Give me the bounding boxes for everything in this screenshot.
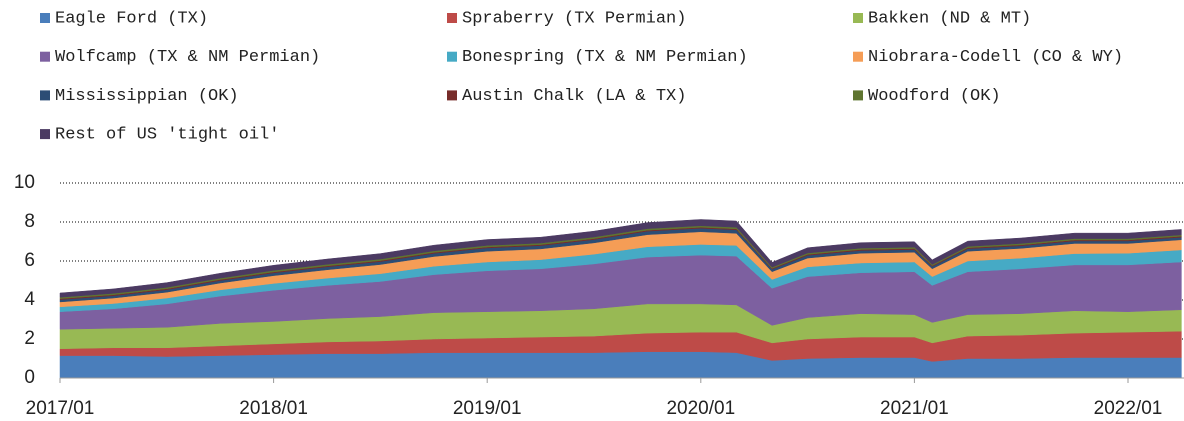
legend-swatch — [447, 13, 457, 23]
legend-swatch — [40, 129, 50, 140]
legend-swatch — [853, 13, 863, 23]
legend-label: Eagle Ford (TX) — [55, 9, 208, 28]
legend-swatch — [40, 90, 50, 101]
y-tick-label: 6 — [24, 250, 35, 271]
legend-label: Mississippian (OK) — [55, 87, 239, 106]
area — [59, 219, 1182, 298]
y-tick-label: 8 — [24, 211, 35, 232]
legend-label: Austin Chalk (LA & TX) — [462, 87, 686, 106]
y-tick-label: 4 — [24, 289, 35, 310]
legend-swatch — [40, 51, 50, 62]
legend-swatch — [40, 13, 50, 23]
legend-label: Wolfcamp (TX & NM Permian) — [55, 48, 320, 67]
x-tick-label: 2020/01 — [666, 398, 735, 419]
x-tick-label: 2019/01 — [453, 398, 522, 419]
legend-swatch — [853, 51, 863, 62]
legend-swatch — [447, 51, 457, 62]
legend-label: Bakken (ND & MT) — [868, 9, 1031, 28]
legend-label: Spraberry (TX Permian) — [462, 9, 686, 28]
legend-swatch — [853, 90, 863, 101]
y-tick-label: 0 — [24, 367, 35, 388]
y-tick-label: 10 — [14, 172, 35, 193]
legend-label: Rest of US 'tight oil' — [55, 126, 279, 145]
legend-label: Niobrara-Codell (CO & WY) — [868, 48, 1123, 67]
legend-label: Bonespring (TX & NM Permian) — [462, 48, 748, 67]
legend-swatch — [447, 90, 457, 101]
x-tick-label: 2017/01 — [26, 398, 95, 419]
x-tick-label: 2021/01 — [880, 398, 949, 419]
y-tick-label: 2 — [24, 328, 35, 349]
x-tick-label: 2022/01 — [1094, 398, 1163, 419]
x-tick-label: 2018/01 — [239, 398, 308, 419]
legend-label: Woodford (OK) — [868, 87, 1001, 106]
